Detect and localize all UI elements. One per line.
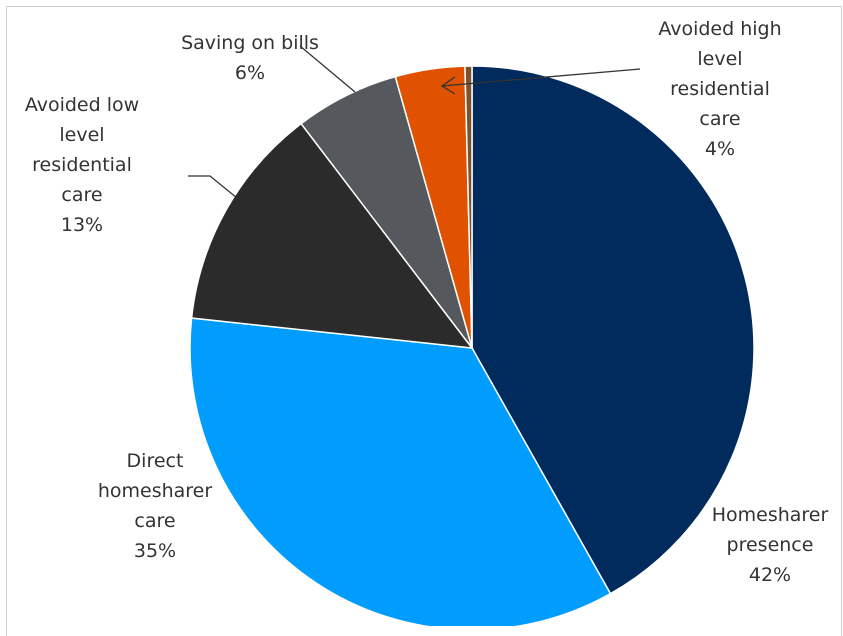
label-pct: 13% (12, 210, 152, 240)
label-line: Saving on bills (160, 28, 340, 58)
label-line: care (12, 180, 152, 210)
label-line: care (645, 104, 795, 134)
label-line: care (85, 506, 225, 536)
label-line: level (12, 120, 152, 150)
label-line: presence (700, 530, 840, 560)
label-line: level (645, 44, 795, 74)
label-line: residential (645, 74, 795, 104)
label-pct: 42% (700, 560, 840, 590)
label-line: Avoided low (12, 90, 152, 120)
label-pct: 35% (85, 536, 225, 566)
label-saving-on-bills: Saving on bills 6% (160, 28, 340, 88)
label-line: homesharer (85, 476, 225, 506)
label-line: residential (12, 150, 152, 180)
label-line: Homesharer (700, 500, 840, 530)
label-avoided-high-level: Avoided high level residential care 4% (645, 14, 795, 164)
label-homesharer-presence: Homesharer presence 42% (700, 500, 840, 590)
label-line: Avoided high (645, 14, 795, 44)
label-direct-homesharer-care: Direct homesharer care 35% (85, 446, 225, 566)
leader-avoided-low-level (188, 176, 237, 198)
label-pct: 6% (160, 58, 340, 88)
label-pct: 4% (645, 134, 795, 164)
label-line: Direct (85, 446, 225, 476)
label-avoided-low-level: Avoided low level residential care 13% (12, 90, 152, 240)
